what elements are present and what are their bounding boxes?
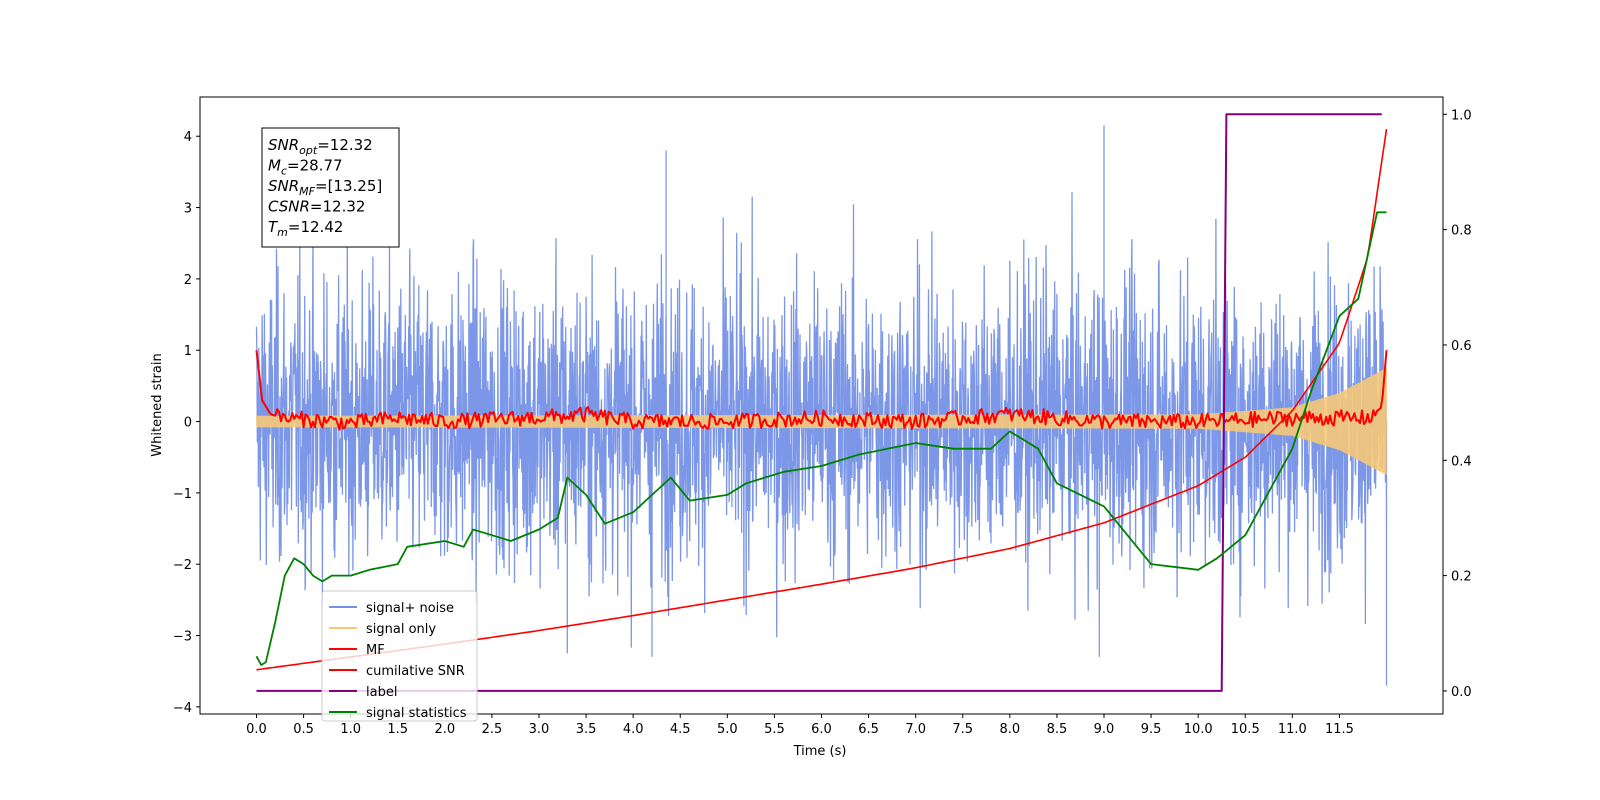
x-tick-label: 7.0 bbox=[905, 722, 926, 737]
x-tick-label: 4.0 bbox=[623, 722, 644, 737]
legend-frame bbox=[321, 590, 478, 722]
y-right-tick-label: 1.0 bbox=[1451, 108, 1472, 123]
legend-entry: signal only bbox=[366, 622, 436, 637]
series-label bbox=[256, 113, 1382, 692]
stats-annotation: SNRopt=12.32Mc=28.77SNRMF=[13.25]CSNR=12… bbox=[261, 127, 400, 248]
x-tick-label: 8.5 bbox=[1047, 722, 1068, 737]
y-right-tick-label: 0.8 bbox=[1451, 224, 1472, 239]
x-tick-label: 10.0 bbox=[1184, 722, 1213, 737]
series-mf bbox=[255, 350, 1388, 431]
y-axis-label: Whitened strain bbox=[150, 353, 165, 456]
y-tick-label: 0 bbox=[184, 416, 192, 431]
y-tick-label: −4 bbox=[173, 701, 192, 716]
y-tick-label: 4 bbox=[184, 130, 192, 145]
y-tick-label: 2 bbox=[184, 273, 192, 288]
x-tick-label: 1.0 bbox=[340, 722, 361, 737]
y-tick-label: −2 bbox=[173, 558, 192, 573]
x-tick-label: 5.0 bbox=[717, 722, 738, 737]
x-tick-label: 4.5 bbox=[670, 722, 691, 737]
series-signal-statistics bbox=[255, 211, 1387, 666]
annotation-frame bbox=[261, 127, 400, 248]
annotation-line: SNRopt=12.32 bbox=[268, 136, 373, 157]
y-tick-label: −3 bbox=[173, 630, 192, 645]
legend: signal+ noise signal only MF cumilative SNR… bbox=[321, 590, 478, 722]
x-tick-label: 3.0 bbox=[529, 722, 550, 737]
x-tick-label: 8.0 bbox=[999, 722, 1020, 737]
series-layer bbox=[255, 113, 1388, 692]
y-tick-label: 1 bbox=[184, 344, 192, 359]
legend-entry: label bbox=[366, 685, 397, 700]
x-tick-label: 11.0 bbox=[1278, 722, 1307, 737]
annotation-line: CSNR=12.32 bbox=[268, 198, 365, 216]
x-tick-label: 7.5 bbox=[952, 722, 973, 737]
legend-entry: MF bbox=[366, 643, 385, 658]
x-tick-label: 5.5 bbox=[764, 722, 785, 737]
series-signal-only bbox=[255, 368, 1388, 475]
series-signal-noise bbox=[255, 125, 1388, 686]
y-right-tick-label: 0.0 bbox=[1451, 685, 1472, 700]
x-tick-label: 1.5 bbox=[387, 722, 408, 737]
x-tick-label: 2.5 bbox=[482, 722, 503, 737]
legend-entry: signal statistics bbox=[366, 706, 467, 721]
x-tick-label: 6.5 bbox=[858, 722, 879, 737]
x-tick-label: 11.5 bbox=[1325, 722, 1354, 737]
plot-area bbox=[199, 96, 1444, 715]
annotation-line: Tm=12.42 bbox=[268, 218, 343, 239]
y-right-tick-label: 0.2 bbox=[1451, 570, 1472, 585]
x-tick-label: 9.5 bbox=[1141, 722, 1162, 737]
y-right-tick-label: 0.6 bbox=[1451, 339, 1472, 354]
x-tick-label: 0.0 bbox=[246, 722, 267, 737]
y-axis-right: 1.0 0.8 0.6 0.4 0.2 0.0 bbox=[1443, 108, 1472, 700]
x-axis: 0.0 0.5 1.0 1.5 2.0 2.5 3.0 3.5 4.0 4.5 5.0 5.5 6.0 6… bbox=[246, 714, 1354, 737]
y-axis-left: 4 3 2 1 0 −1 −2 −3 −4 bbox=[173, 130, 200, 716]
y-tick-label: −1 bbox=[173, 487, 192, 502]
legend-entry: signal+ noise bbox=[366, 601, 454, 616]
y-tick-label: 3 bbox=[184, 202, 192, 217]
y-right-tick-label: 0.4 bbox=[1451, 454, 1472, 469]
x-axis-label: Time (s) bbox=[793, 744, 847, 759]
x-tick-label: 9.0 bbox=[1094, 722, 1115, 737]
x-tick-label: 6.0 bbox=[811, 722, 832, 737]
x-tick-label: 3.5 bbox=[576, 722, 597, 737]
x-tick-label: 0.5 bbox=[293, 722, 314, 737]
x-tick-label: 2.0 bbox=[434, 722, 455, 737]
annotation-line: SNRMF=[13.25] bbox=[268, 177, 382, 198]
annotation-line: Mc=28.77 bbox=[268, 157, 343, 178]
legend-entry: cumilative SNR bbox=[366, 664, 465, 679]
x-tick-label: 10.5 bbox=[1231, 722, 1260, 737]
